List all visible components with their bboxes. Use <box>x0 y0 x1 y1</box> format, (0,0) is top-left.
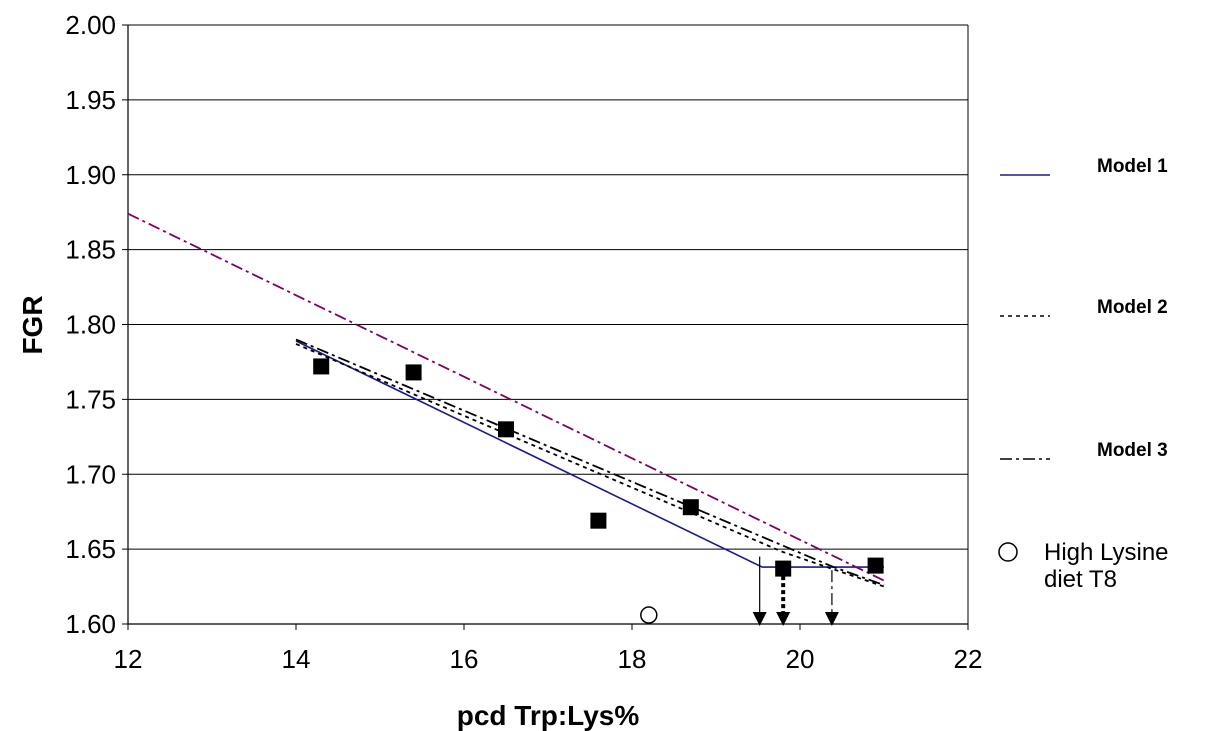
y-tick-label: 1.60 <box>65 609 116 639</box>
data-point <box>405 364 422 381</box>
data-points <box>313 358 884 624</box>
legend-label: Model 2 <box>1097 297 1168 318</box>
axes <box>127 24 969 625</box>
legend-label: Model 3 <box>1097 440 1168 461</box>
data-point <box>867 557 884 574</box>
x-tick-label: 12 <box>114 644 143 674</box>
y-tick-label: 1.95 <box>65 85 116 115</box>
series-line-fit <box>127 212 885 582</box>
x-tick-label: 14 <box>282 644 311 674</box>
x-tick-label: 18 <box>618 644 647 674</box>
breakpoint-arrows <box>752 556 839 626</box>
data-point <box>590 512 607 529</box>
y-tick-label: 1.70 <box>65 459 116 489</box>
x-tick-label: 20 <box>786 644 815 674</box>
y-tick-label: 1.80 <box>65 310 116 340</box>
y-tick-label: 1.75 <box>65 384 116 414</box>
x-axis-title: pcd Trp:Lys% <box>457 700 640 731</box>
legend-label: High Lysine <box>1044 539 1169 566</box>
series-line-model-2 <box>295 343 885 588</box>
series-line-model-3 <box>295 338 885 586</box>
x-tick-label: 16 <box>450 644 479 674</box>
y-axis-title: FGR <box>17 295 48 354</box>
data-point <box>682 499 699 516</box>
y-tick-label: 1.90 <box>65 160 116 190</box>
legend-symbol-open-circle <box>998 542 1018 562</box>
breakpoint-arrow-head <box>776 612 791 626</box>
high-lysine-point <box>640 606 658 624</box>
data-point <box>498 421 514 438</box>
data-point <box>313 358 330 375</box>
model-lines <box>127 212 885 588</box>
breakpoint-arrow-head <box>752 612 767 626</box>
legend-label: diet T8 <box>1044 566 1117 593</box>
tick-labels: 1.60 1.65 1.70 1.75 1.80 1.85 1.90 1.95 2.00 12 14… <box>65 10 982 674</box>
legend-label: Model 1 <box>1097 156 1168 177</box>
gridlines <box>128 24 968 625</box>
y-tick-label: 2.00 <box>65 10 116 40</box>
y-tick-label: 1.85 <box>65 235 116 265</box>
breakpoint-arrow-head <box>824 612 839 626</box>
series-line-model-1 <box>295 340 884 568</box>
x-tick-label: 22 <box>954 644 983 674</box>
data-point <box>775 560 792 577</box>
y-tick-label: 1.65 <box>65 534 116 564</box>
